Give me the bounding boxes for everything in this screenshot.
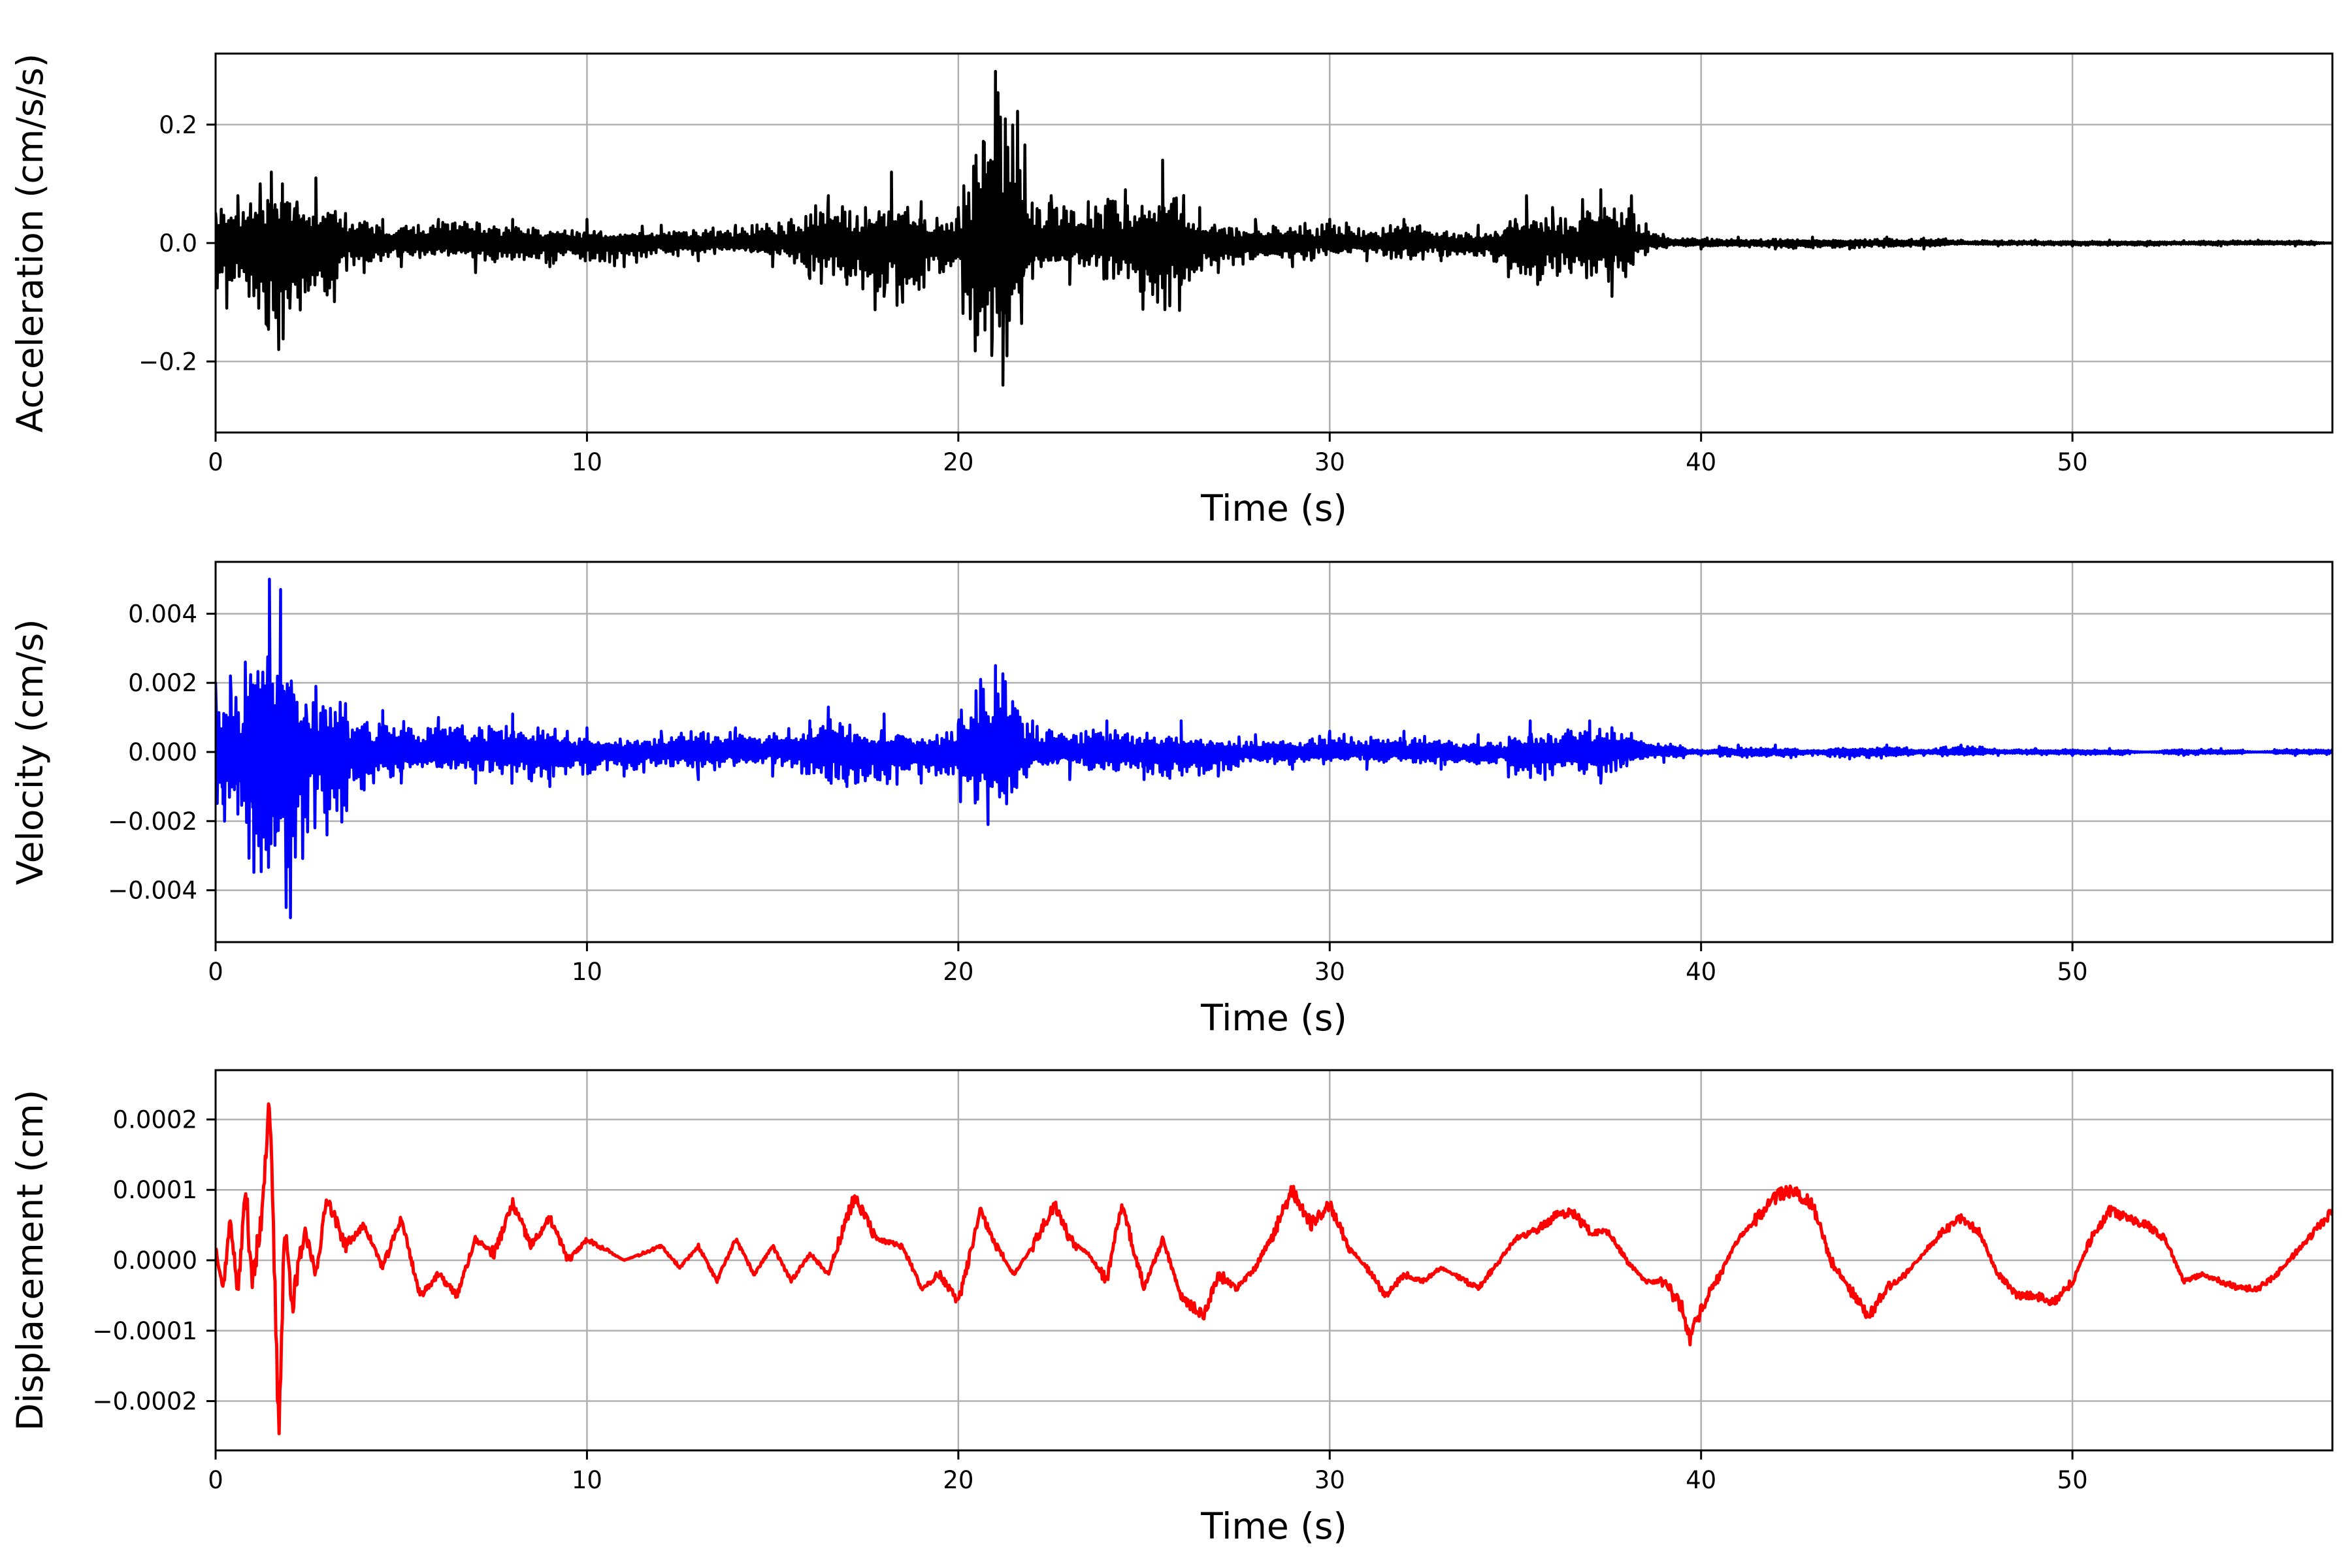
acceleration-panel: 0 10 20 30 40 50 −0.2 0.0 0.2 Time (s) Acceleratio… [9,52,2334,529]
displacement-xtick-label: 10 [572,1466,602,1494]
velocity-ytick-label: −0.004 [108,877,197,905]
displacement-yaxis-label: Displacement (cm) [9,1090,51,1431]
acceleration-ytick-label: 0.2 [159,111,197,139]
velocity-ytick-label: 0.000 [128,738,197,766]
acceleration-xtick-label: 40 [1686,448,1716,476]
acceleration-xaxis-label: Time (s) [1200,487,1347,529]
displacement-ytick-label: 0.0001 [113,1176,197,1204]
acceleration-ytick-label: −0.2 [139,348,197,376]
displacement-ytick-label: −0.0001 [93,1317,197,1345]
velocity-xtick-label: 10 [572,958,602,986]
acceleration-xtick-label: 20 [943,448,973,476]
displacement-xtick-label: 40 [1686,1466,1716,1494]
acceleration-ytick-label: 0.0 [159,229,197,257]
acceleration-xtick-label: 50 [2057,448,2088,476]
displacement-xaxis-label: Time (s) [1200,1505,1347,1547]
velocity-xtick-label: 50 [2057,958,2088,986]
acceleration-series-line [216,69,2332,387]
velocity-ytick-label: 0.004 [128,600,197,628]
acceleration-xtick-label: 10 [572,448,602,476]
displacement-xtick-label: 0 [208,1466,223,1494]
velocity-ytick-label: −0.002 [108,808,197,836]
displacement-series-line [216,1102,2332,1435]
velocity-xtick-label: 20 [943,958,973,986]
displacement-ytick-label: 0.0000 [113,1247,197,1275]
displacement-xtick-label: 30 [1315,1466,1345,1494]
displacement-ytick-label: −0.0002 [93,1388,197,1416]
velocity-xtick-label: 0 [208,958,223,986]
displacement-xtick-label: 20 [943,1466,973,1494]
acceleration-xtick-label: 30 [1315,448,1345,476]
displacement-xtick-label: 50 [2057,1466,2088,1494]
acceleration-yaxis-label: Acceleration (cm/s/s) [9,54,51,433]
acceleration-xtick-label: 0 [208,448,223,476]
displacement-ytick-label: 0.0002 [113,1105,197,1134]
velocity-ytick-label: 0.002 [128,669,197,697]
displacement-panel: 0 10 20 30 40 50 −0.0002 −0.0001 0.0000 0.0001 0.0… [9,1069,2334,1547]
velocity-yaxis-label: Velocity (cm/s) [9,619,51,885]
velocity-series-line [216,578,2332,919]
velocity-xtick-label: 30 [1315,958,1345,986]
velocity-xaxis-label: Time (s) [1200,997,1347,1039]
velocity-xtick-label: 40 [1686,958,1716,986]
velocity-panel: 0 10 20 30 40 50 −0.004 −0.002 0.000 0.002 0.004 Ti… [9,561,2334,1039]
